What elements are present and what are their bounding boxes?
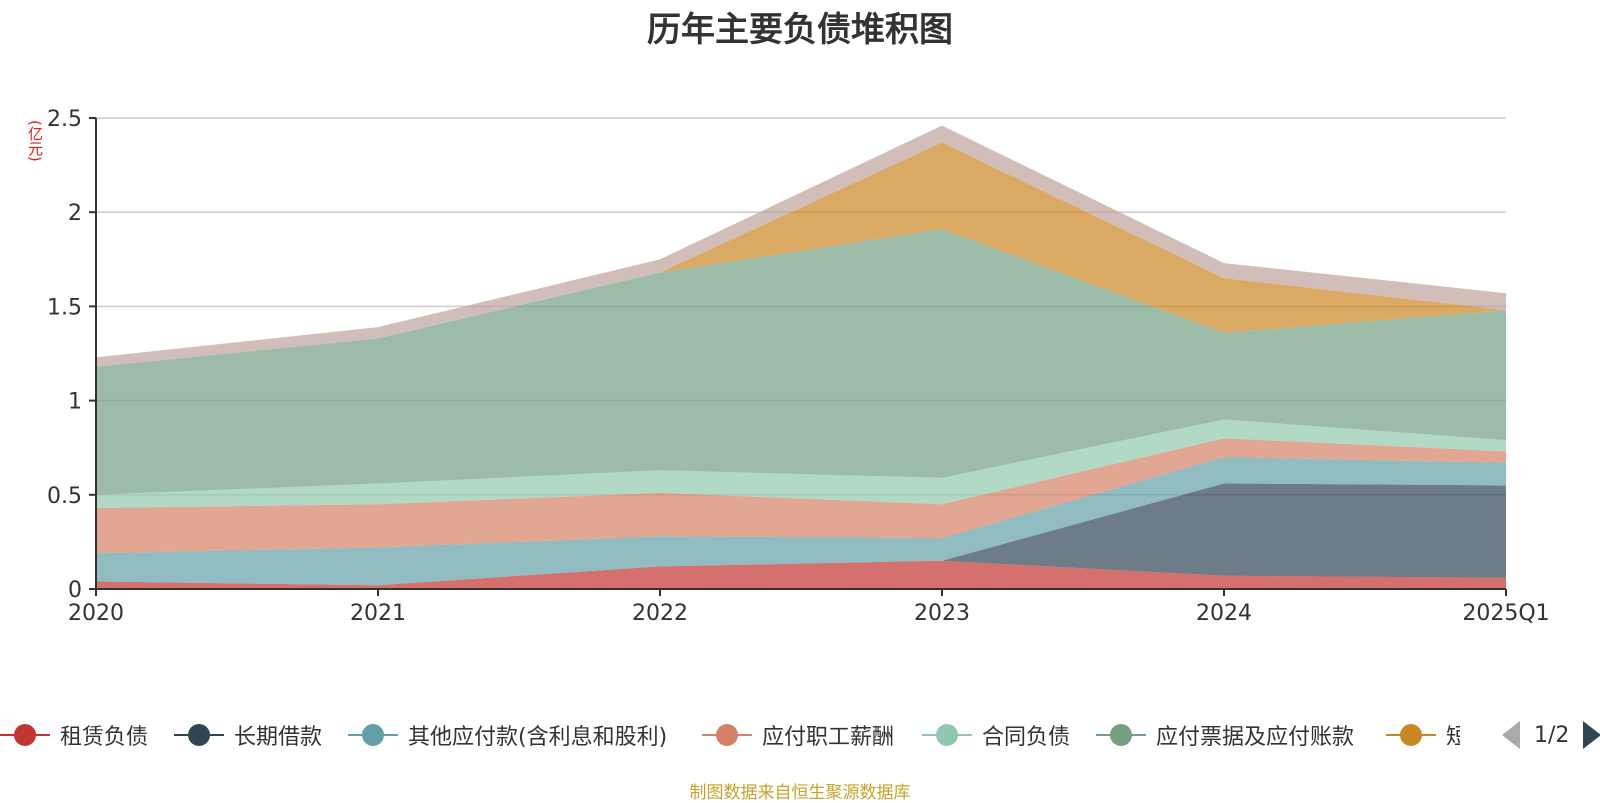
area-1[interactable]: 租赁负债 bbox=[96, 560, 1506, 589]
area-5[interactable]: 合同负债 bbox=[96, 419, 1506, 508]
area-series: 租赁负债长期借款其他应付款(含利息和股利)应付职工薪酬合同负债应付票据及应付账款… bbox=[96, 125, 1506, 589]
y-tick-label: 2.5 bbox=[47, 107, 82, 132]
chart-title: 历年主要负债堆积图 bbox=[647, 10, 953, 50]
y-axis-ticks: 0 0.5 1 1.5 2 2.5 bbox=[47, 107, 96, 603]
area-3[interactable]: 其他应付款(含利息和股利) bbox=[96, 457, 1506, 586]
legend-label: 短 bbox=[1446, 725, 1460, 750]
legend: 租赁负债 长期借款 其他应付款(含利息和股利) 应付职工薪酬 合同负债 应付票据及应付账款… bbox=[0, 718, 1600, 752]
stacked-area-chart: 租赁负债长期借款其他应付款(含利息和股利)应付职工薪酬合同负债应付票据及应付账款… bbox=[47, 107, 1550, 626]
legend-marker-icon bbox=[1096, 722, 1146, 748]
legend-label: 应付职工薪酬 bbox=[762, 725, 895, 750]
area-2[interactable]: 长期借款 bbox=[96, 483, 1506, 586]
legend-item[interactable]: 租赁负债 bbox=[0, 718, 148, 752]
legend-item[interactable]: 合同负债 bbox=[922, 718, 1070, 752]
x-tick-label: 2023 bbox=[914, 601, 970, 626]
legend-marker-icon bbox=[348, 722, 398, 748]
legend-page-indicator: 1/2 bbox=[1534, 722, 1570, 748]
legend-marker-icon bbox=[1386, 722, 1436, 748]
legend-item[interactable]: 长期借款 bbox=[174, 718, 322, 752]
y-tick-label: 0 bbox=[68, 578, 82, 603]
area-4[interactable]: 应付职工薪酬 bbox=[96, 438, 1506, 554]
legend-prev-page-icon[interactable] bbox=[1502, 721, 1520, 749]
legend-marker-icon bbox=[922, 722, 972, 748]
legend-item[interactable]: 其他应付款(含利息和股利) bbox=[348, 718, 667, 752]
legend-pager: 1/2 bbox=[1502, 718, 1600, 752]
legend-next-page-icon[interactable] bbox=[1583, 721, 1600, 749]
y-axis-unit-label: (亿元) bbox=[26, 120, 44, 162]
legend-item[interactable]: 短 bbox=[1386, 718, 1460, 752]
legend-label: 长期借款 bbox=[234, 725, 323, 750]
legend-marker-icon bbox=[702, 722, 752, 748]
y-tick-label: 1.5 bbox=[47, 295, 82, 320]
x-axis-ticks: 2020 2021 2022 2023 2024 2025Q1 bbox=[68, 589, 1550, 626]
legend-marker-icon bbox=[174, 722, 224, 748]
x-tick-label: 2025Q1 bbox=[1462, 601, 1549, 626]
y-tick-label: 1 bbox=[68, 390, 82, 415]
legend-label: 应付票据及应付账款 bbox=[1156, 725, 1355, 750]
legend-marker-icon bbox=[0, 722, 50, 748]
area-6[interactable]: 应付票据及应付账款 bbox=[96, 229, 1506, 495]
x-tick-label: 2021 bbox=[350, 601, 406, 626]
legend-items: 租赁负债 长期借款 其他应付款(含利息和股利) 应付职工薪酬 合同负债 应付票据及应付账款… bbox=[0, 718, 1460, 752]
legend-item[interactable]: 应付职工薪酬 bbox=[702, 718, 894, 752]
source-note: 制图数据来自恒生聚源数据库 bbox=[689, 783, 911, 803]
x-tick-label: 2022 bbox=[632, 601, 688, 626]
x-tick-label: 2020 bbox=[68, 601, 124, 626]
axes bbox=[95, 118, 1506, 590]
legend-label: 租赁负债 bbox=[60, 725, 149, 750]
legend-label: 合同负债 bbox=[982, 725, 1071, 750]
legend-item[interactable]: 应付票据及应付账款 bbox=[1096, 718, 1354, 752]
x-tick-label: 2024 bbox=[1196, 601, 1252, 626]
legend-label: 其他应付款(含利息和股利) bbox=[408, 725, 668, 750]
area-8[interactable]: 其他 bbox=[96, 125, 1506, 367]
y-tick-label: 2 bbox=[68, 201, 82, 226]
y-tick-label: 0.5 bbox=[47, 484, 82, 509]
